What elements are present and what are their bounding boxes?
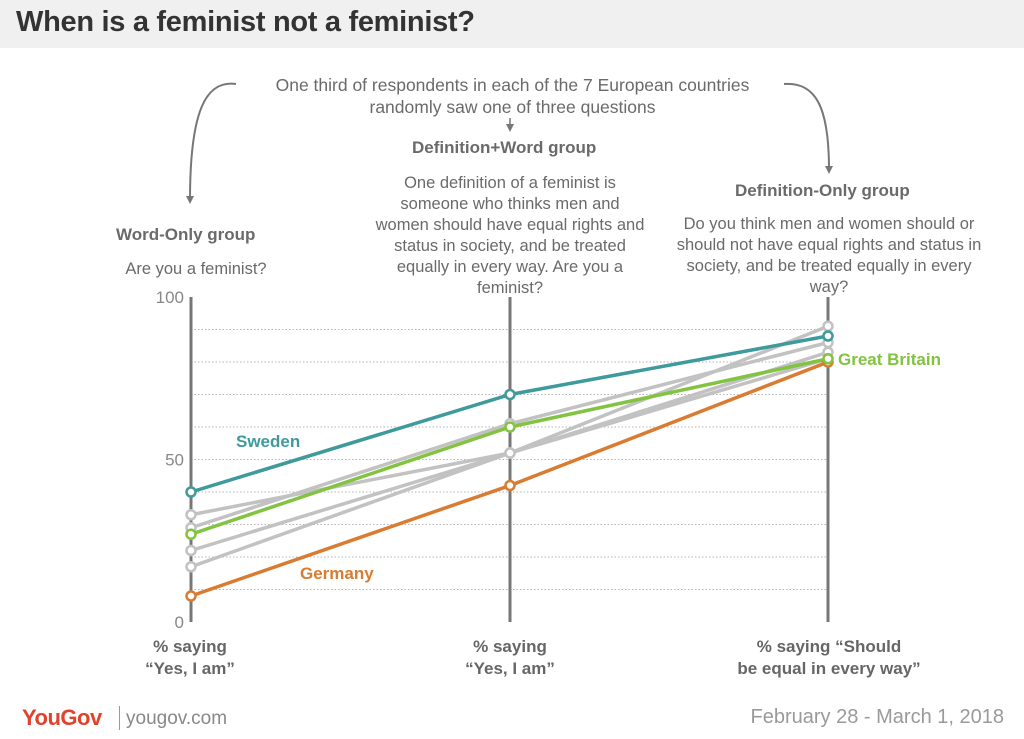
definition-only-question: Do you think men and women should or sho… [676,215,982,296]
series-label-sweden: Sweden [236,432,300,451]
data-point-sweden-0 [185,486,197,498]
data-point-other-0-2 [822,320,834,332]
data-point-germany-0 [185,590,197,602]
series-label-germany: Germany [300,564,374,583]
definition-word-question: One definition of a feminist is someone … [375,174,645,297]
word-only-question: Are you a feminist? [125,260,267,278]
y-tick-label-100: 100 [156,288,184,307]
data-point-sweden-2 [822,330,834,342]
x-label-word-only: % saying “Yes, I am” [145,637,235,678]
x-label-definition-word: % saying “Yes, I am” [465,637,555,678]
footer-divider [119,706,120,730]
data-point-great-britain-2 [822,353,834,365]
data-point-germany-1 [504,479,516,492]
y-tick-label-50: 50 [165,451,184,470]
data-point-other-2-0 [185,544,197,557]
left-arrow [186,82,237,204]
y-tick-label-0: 0 [175,613,184,632]
series-label-great-britain: Great Britain [838,350,941,369]
definition-only-group-heading: Definition-Only group [735,181,910,200]
yougov-logo: YouGov [22,705,102,730]
x-label-definition-only: % saying “Should be equal in every way” [737,637,921,678]
data-point-other-3-0 [185,561,197,573]
footer-url[interactable]: yougov.com [126,708,228,729]
data-point-great-britain-0 [185,528,197,540]
header-bar [0,0,1024,48]
data-point-other-3-1 [504,447,516,459]
footer-date: February 28 - March 1, 2018 [750,706,1004,728]
word-only-group-heading: Word-Only group [116,225,256,244]
data-point-sweden-1 [504,388,516,401]
data-point-great-britain-1 [504,421,516,433]
definition-word-group-heading: Definition+Word group [412,138,597,157]
right-arrow [783,82,833,174]
chart-title: When is a feminist not a feminist? [16,6,475,38]
data-point-other-0-0 [185,509,197,521]
intro-text: One third of respondents in each of the … [275,75,750,117]
